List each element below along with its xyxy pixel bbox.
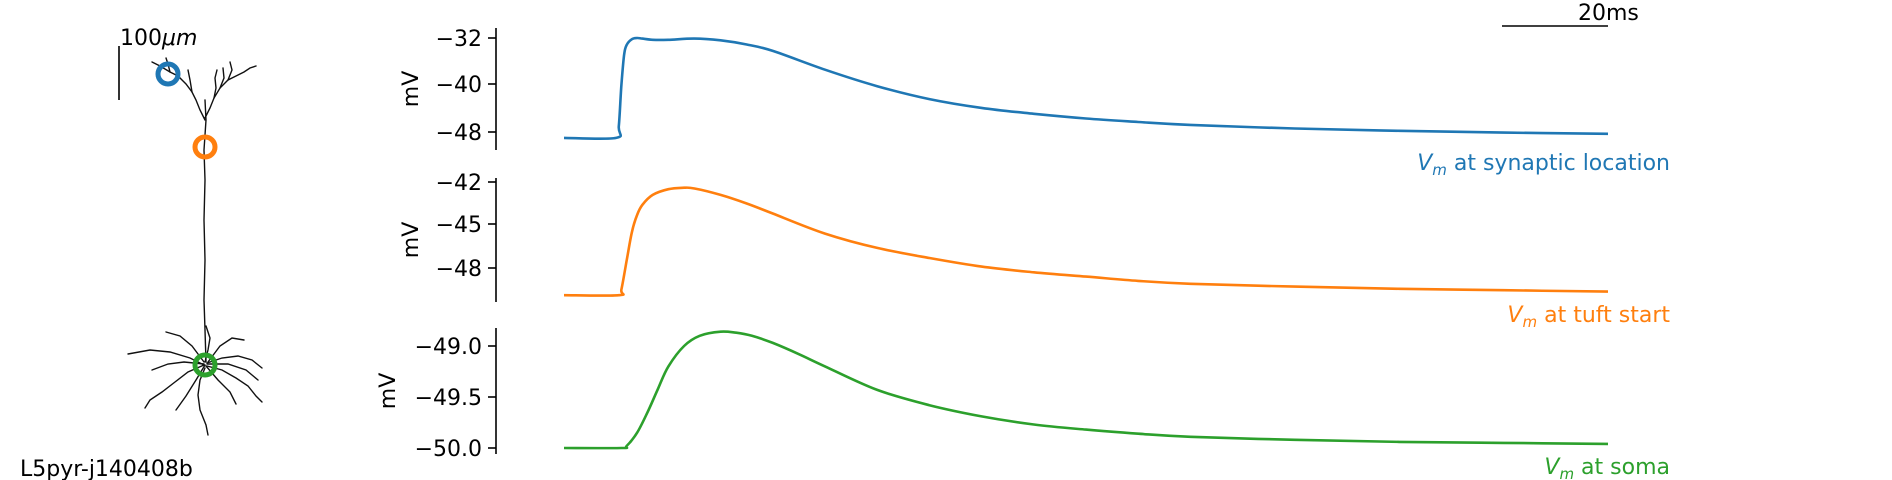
panel-synaptic-location: −32 −40 −48 mV Vm at synaptic location <box>399 27 1670 179</box>
y-tick-label: −32 <box>436 27 482 52</box>
series-label: Vm at soma <box>1544 455 1670 480</box>
series-label: Vm at tuft start <box>1507 303 1670 331</box>
panel-tuft-start: −42 −45 −48 mV Vm at tuft start <box>399 171 1670 331</box>
neuron-label: L5pyr-j140408b <box>20 457 193 480</box>
y-tick-label: −42 <box>436 171 482 196</box>
trace-line <box>564 38 1608 139</box>
time-scale-label: 20ms <box>1578 1 1639 26</box>
y-tick-label: −48 <box>436 257 482 282</box>
y-axis-label: mV <box>399 71 424 107</box>
y-tick-label: −50.0 <box>415 437 482 462</box>
y-tick-label: −40 <box>436 73 482 98</box>
y-tick-label: −45 <box>436 213 482 238</box>
y-tick-label: −49.0 <box>415 335 482 360</box>
y-axis-label: mV <box>399 222 424 258</box>
trace-line <box>564 332 1608 449</box>
basal-dendrite <box>198 368 208 435</box>
neuron-morphology <box>128 58 262 435</box>
panel-soma: −49.0 −49.5 −50.0 mV Vm at soma <box>376 328 1670 480</box>
y-tick-label: −49.5 <box>415 386 482 411</box>
y-axis-label: mV <box>376 373 401 409</box>
series-label: Vm at synaptic location <box>1417 151 1670 179</box>
trace-line <box>564 188 1608 296</box>
y-tick-label: −48 <box>436 121 482 146</box>
space-scale-label: 100μm <box>120 26 197 51</box>
tuft-branch <box>228 62 232 80</box>
